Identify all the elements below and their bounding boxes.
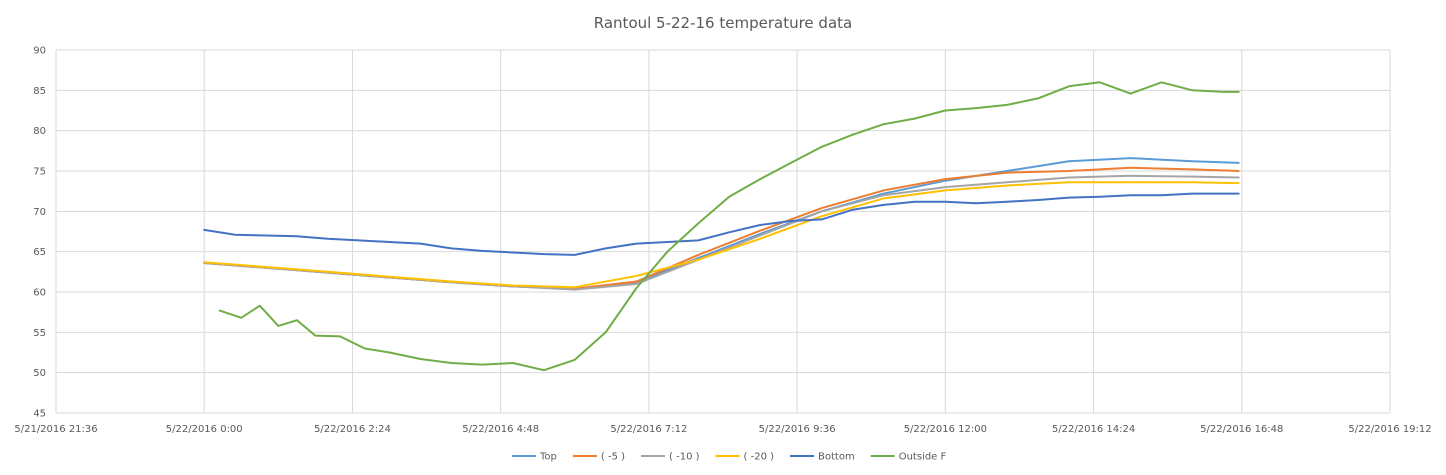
x-tick-label: 5/22/2016 4:48: [462, 424, 539, 435]
legend-label: Outside F: [899, 452, 947, 463]
legend-label: ( -5 ): [601, 452, 625, 463]
x-tick-label: 5/22/2016 7:12: [610, 424, 687, 435]
x-tick-label: 5/21/2016 21:36: [14, 424, 97, 435]
legend-item: ( -5 ): [572, 452, 625, 463]
x-tick-label: 5/22/2016 16:48: [1200, 424, 1283, 435]
legend-item: Top: [512, 452, 557, 463]
legend: Top ( -5 ) ( -10 ) ( -20 ) Bottom Outside F: [512, 452, 947, 463]
y-axis-ticks: 45 50 55 60 65 70 75 80 85 90: [33, 46, 46, 420]
x-tick-label: 5/22/2016 0:00: [166, 424, 243, 435]
series-line-20: [203, 181, 1240, 289]
y-tick-label: 55: [33, 328, 46, 339]
series-line-10: [203, 174, 1240, 291]
legend-item: ( -10 ): [641, 452, 700, 463]
legend-item: ( -20 ): [715, 452, 775, 463]
chart-title: Rantoul 5-22-16 temperature data: [594, 14, 852, 32]
y-tick-label: 45: [33, 409, 46, 420]
legend-item: Outside F: [870, 452, 947, 463]
x-tick-label: 5/22/2016 19:12: [1348, 424, 1431, 435]
y-tick-label: 65: [33, 247, 46, 258]
x-axis-ticks: 5/21/2016 21:36 5/22/2016 0:00 5/22/2016 2…: [14, 424, 1431, 435]
y-tick-label: 85: [33, 86, 46, 97]
x-tick-label: 5/22/2016 2:24: [314, 424, 391, 435]
y-tick-label: 70: [33, 207, 46, 218]
y-tick-label: 80: [33, 126, 46, 137]
series-line-outsidef: [218, 81, 1240, 372]
legend-item: Bottom: [790, 452, 855, 463]
legend-label: Top: [539, 452, 557, 463]
legend-label: ( -10 ): [669, 452, 700, 463]
y-tick-label: 50: [33, 368, 46, 379]
x-tick-label: 5/22/2016 14:24: [1052, 424, 1135, 435]
series-line-5: [203, 166, 1240, 290]
series-lines: [203, 81, 1240, 372]
series-line-bottom: [203, 192, 1240, 256]
x-tick-label: 5/22/2016 12:00: [904, 424, 987, 435]
legend-label: ( -20 ): [744, 452, 775, 463]
y-tick-label: 75: [33, 167, 46, 178]
y-tick-label: 90: [33, 46, 46, 57]
legend-label: Bottom: [818, 452, 855, 463]
x-tick-label: 5/22/2016 9:36: [759, 424, 836, 435]
y-tick-label: 60: [33, 288, 46, 299]
gridlines: [55, 49, 1391, 414]
